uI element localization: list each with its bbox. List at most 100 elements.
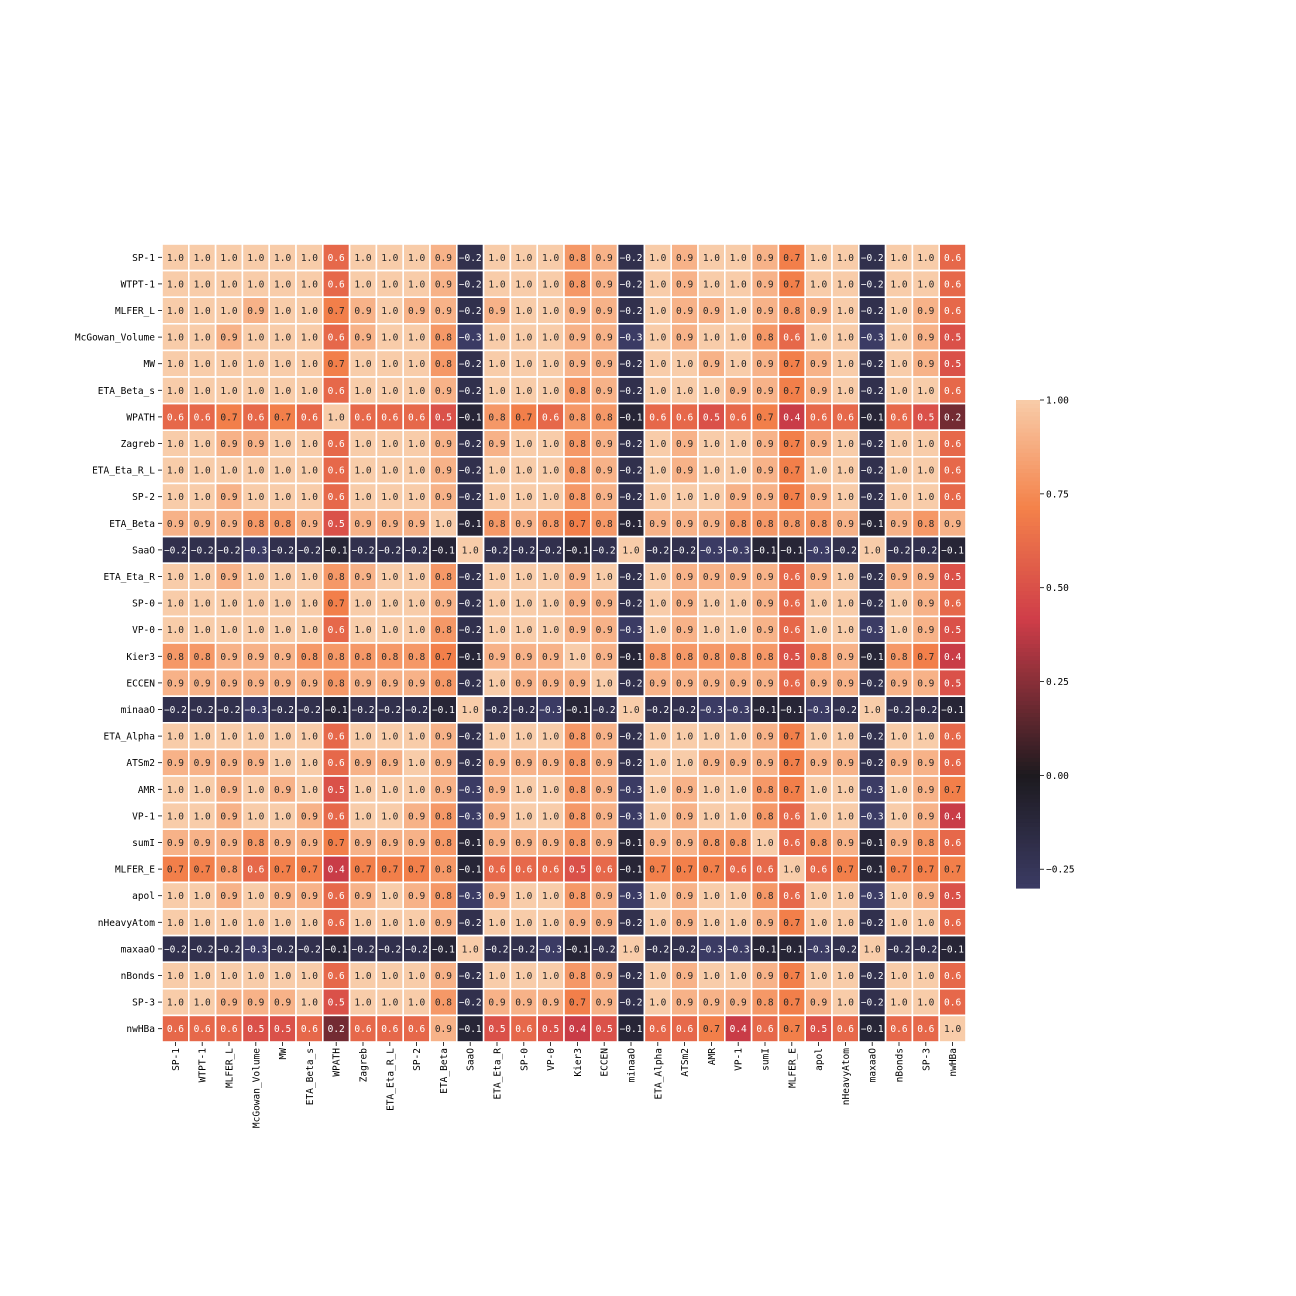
- heatmap-cell-value: 1.0: [810, 599, 827, 610]
- heatmap-cell-value: 0.5: [328, 785, 345, 796]
- heatmap-cell: [616, 721, 646, 751]
- heatmap-cell-value: 0.8: [435, 838, 452, 849]
- heatmap-cell-value: −0.3: [620, 891, 643, 902]
- heatmap-cell-value: 0.8: [569, 279, 586, 290]
- colorbar-gradient-segment: [1016, 574, 1040, 580]
- heatmap-cell: [455, 455, 485, 485]
- heatmap-cell-value: −0.3: [861, 625, 884, 636]
- heatmap-cell-value: 1.0: [515, 386, 532, 397]
- heatmap-cell-value: 0.6: [944, 599, 961, 610]
- heatmap-cell: [455, 721, 485, 751]
- heatmap-cell-value: 0.9: [220, 439, 237, 450]
- heatmap-cell-value: 0.5: [944, 333, 961, 344]
- heatmap-cell-value: 0.6: [944, 838, 961, 849]
- heatmap-cell-value: 0.5: [435, 412, 452, 423]
- colorbar-gradient-segment: [1016, 542, 1040, 547]
- heatmap-cell-value: 0.8: [569, 971, 586, 982]
- heatmap-cell-value: 1.0: [917, 732, 934, 743]
- colorbar-gradient-segment: [1016, 733, 1040, 739]
- colorbar-gradient-segment: [1016, 794, 1040, 800]
- heatmap-cell-value: −0.2: [646, 705, 669, 716]
- colorbar-gradient-segment: [1016, 660, 1040, 665]
- colorbar-tick-label: 0.50: [1046, 583, 1069, 594]
- colorbar-gradient-segment: [1016, 871, 1040, 877]
- heatmap-cell: [777, 1014, 807, 1043]
- heatmap-cell-value: −0.2: [459, 625, 482, 636]
- heatmap-cell-value: −0.3: [244, 545, 267, 556]
- heatmap-cell-value: 1.0: [194, 333, 211, 344]
- heatmap-cell-value: 1.0: [649, 572, 666, 583]
- heatmap-cell: [911, 376, 941, 405]
- colorbar-gradient-segment: [1016, 668, 1040, 674]
- colorbar-gradient-segment: [1016, 619, 1040, 625]
- heatmap-cell-value: 1.0: [488, 466, 505, 477]
- heatmap-cell-value: 1.0: [408, 785, 425, 796]
- heatmap-cell: [268, 455, 297, 485]
- heatmap-cell-value: 0.6: [944, 998, 961, 1009]
- heatmap-cell-value: 1.0: [301, 279, 318, 290]
- x-tick-label: ECCEN: [600, 1048, 611, 1077]
- heatmap-cell: [884, 908, 914, 937]
- heatmap-cell-value: 1.0: [247, 333, 264, 344]
- heatmap-cell-value: −0.1: [861, 1024, 884, 1035]
- heatmap-cell: [643, 748, 673, 777]
- y-tick-label: Zagreb: [121, 439, 156, 450]
- colorbar-gradient-segment: [1016, 705, 1040, 710]
- heatmap-cell-value: 0.9: [810, 359, 827, 370]
- y-tick-label: apol: [132, 891, 155, 902]
- heatmap-cell: [804, 854, 833, 884]
- heatmap-cell-value: 0.9: [354, 758, 371, 769]
- heatmap-cell: [938, 881, 967, 910]
- heatmap-cell: [188, 429, 217, 458]
- heatmap-cell-value: 1.0: [730, 359, 747, 370]
- heatmap-cell-value: 1.0: [301, 785, 318, 796]
- heatmap-cell-value: 0.6: [944, 253, 961, 264]
- heatmap-cell-value: 0.9: [756, 758, 773, 769]
- heatmap-cell: [911, 668, 941, 697]
- heatmap-cell-value: 0.7: [783, 439, 800, 450]
- heatmap-cell: [750, 243, 780, 272]
- heatmap-cell: [643, 296, 673, 325]
- colorbar-gradient-segment: [1016, 461, 1040, 466]
- heatmap-cell-value: 1.0: [542, 333, 559, 344]
- heatmap-cell-value: −0.1: [861, 865, 884, 876]
- heatmap-cell-value: 1.0: [917, 386, 934, 397]
- heatmap-cell: [670, 402, 699, 432]
- y-tick-label: WPATH: [126, 412, 155, 423]
- heatmap-cell-value: 0.8: [569, 253, 586, 264]
- heatmap-cell: [375, 402, 404, 432]
- heatmap-cell-value: −0.2: [620, 466, 643, 477]
- heatmap-cell-value: 0.9: [354, 306, 371, 317]
- heatmap-cell: [777, 269, 807, 299]
- heatmap-cell-value: 1.0: [381, 811, 398, 822]
- heatmap-cell-value: −0.2: [459, 279, 482, 290]
- colorbar-gradient-segment: [1016, 497, 1040, 503]
- heatmap-cell-value: 0.6: [167, 412, 184, 423]
- heatmap-cell-value: 0.9: [944, 519, 961, 530]
- heatmap-cell-value: 0.9: [435, 1024, 452, 1035]
- heatmap-cell: [214, 535, 244, 564]
- colorbar-gradient-segment: [1016, 867, 1040, 873]
- heatmap-cell: [321, 908, 351, 937]
- heatmap-cell: [616, 535, 646, 564]
- heatmap-cell-value: 0.9: [890, 838, 907, 849]
- heatmap-cell-value: 1.0: [890, 466, 907, 477]
- heatmap-cell-value: 0.4: [944, 652, 961, 663]
- heatmap-cell-value: 1.0: [810, 971, 827, 982]
- heatmap-cell-value: 1.0: [354, 625, 371, 636]
- heatmap-cell-value: 0.9: [435, 253, 452, 264]
- heatmap-cell-value: 1.0: [837, 253, 854, 264]
- heatmap-cell-value: 1.0: [890, 625, 907, 636]
- heatmap-cell-value: 0.8: [569, 891, 586, 902]
- heatmap-cell-value: 0.8: [381, 652, 398, 663]
- y-tick-label: AMR: [138, 785, 155, 796]
- heatmap-cell-value: 1.0: [381, 971, 398, 982]
- heatmap-cell-value: 0.9: [837, 652, 854, 663]
- heatmap-cell-value: −0.2: [861, 359, 884, 370]
- colorbar-gradient-segment: [1016, 558, 1040, 564]
- heatmap-cell: [214, 243, 244, 272]
- heatmap-cell-value: 0.8: [569, 492, 586, 503]
- heatmap-cell: [589, 615, 619, 644]
- heatmap-cell-value: 1.0: [194, 811, 211, 822]
- heatmap-cell-value: −0.1: [780, 545, 803, 556]
